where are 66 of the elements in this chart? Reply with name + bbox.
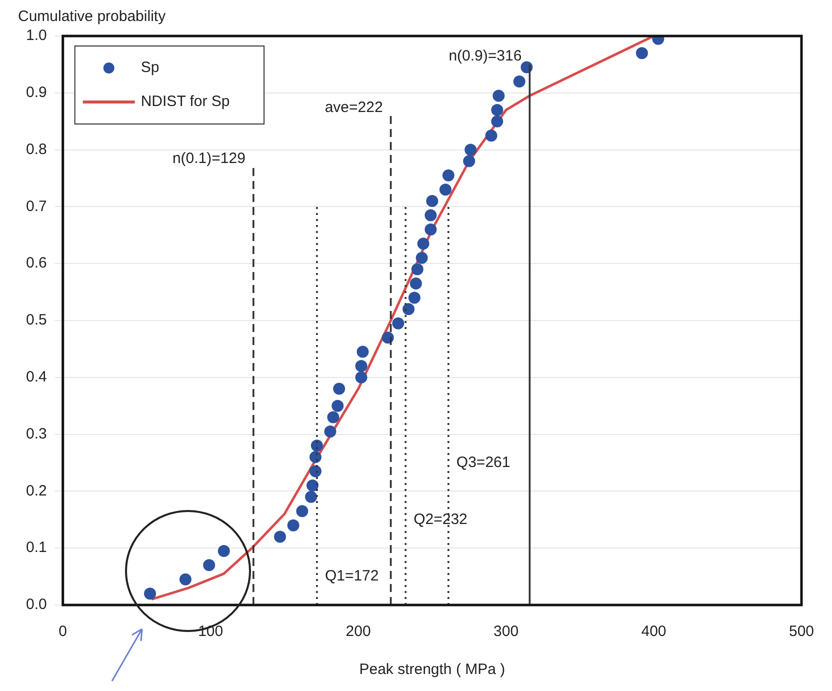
ref-line-label: Q2=232 (414, 510, 468, 528)
point (426, 195, 438, 208)
y-tick-label: 0.5 (26, 312, 47, 329)
ref-line-label: Q1=172 (324, 568, 379, 585)
y-tick-label: 0.2 (26, 482, 47, 500)
point (636, 47, 648, 60)
y-tick-label: 0.6 (26, 254, 47, 272)
point (287, 519, 300, 532)
point (203, 559, 216, 572)
point (333, 382, 346, 395)
point (218, 544, 230, 557)
y-tick-label: 0.8 (26, 140, 47, 158)
point (274, 530, 286, 543)
legend-label: NDIST for Sp (140, 93, 230, 110)
point (417, 238, 430, 250)
point (491, 115, 504, 128)
point (179, 573, 192, 586)
point (356, 346, 369, 358)
point (408, 292, 420, 304)
y-axis-title: Cumulative probability (18, 8, 166, 26)
point (411, 263, 424, 276)
x-axis-title: Peak strength ( MPa ) (359, 661, 506, 678)
point (309, 451, 322, 464)
point (392, 317, 404, 330)
ref-line-label: n(0.9)=316 (448, 48, 522, 65)
x-tick-label: 400 (641, 623, 666, 640)
x-tick-label: 0 (58, 623, 68, 640)
point (310, 440, 323, 452)
point (513, 76, 526, 88)
y-tick-label: 0.0 (26, 596, 47, 614)
point (144, 588, 156, 600)
x-tick-label: 300 (494, 623, 519, 640)
point (327, 411, 340, 424)
point (402, 303, 415, 316)
y-tick-label: 0.4 (26, 368, 47, 386)
point (355, 360, 368, 372)
point (296, 505, 308, 518)
point (355, 371, 368, 384)
point (416, 252, 428, 264)
x-tick-label: 200 (346, 623, 371, 640)
y-tick-label: 0.9 (26, 84, 47, 102)
y-tick-label: 0.3 (26, 425, 47, 442)
ref-line-label: Q3=261 (456, 454, 510, 471)
y-tick-label: 1.0 (26, 27, 47, 44)
legend-label: Sp (140, 59, 160, 76)
point (309, 465, 322, 478)
point (439, 184, 452, 196)
x-tick-label: 500 (788, 623, 814, 640)
y-tick-label: 0.1 (26, 539, 47, 556)
point (324, 425, 336, 438)
ref-line-label: ave=222 (324, 98, 383, 116)
y-tick-label: 0.7 (26, 198, 47, 215)
ref-line-label: n(0.1)=129 (172, 150, 246, 168)
point (424, 209, 437, 222)
point (410, 278, 422, 290)
point (464, 144, 477, 156)
point (491, 104, 504, 116)
point (492, 90, 505, 102)
point (485, 130, 498, 142)
point (305, 490, 318, 503)
point (424, 223, 437, 236)
point (306, 480, 319, 492)
point (463, 155, 476, 168)
point (332, 400, 344, 412)
point (442, 169, 454, 182)
point (382, 332, 394, 344)
